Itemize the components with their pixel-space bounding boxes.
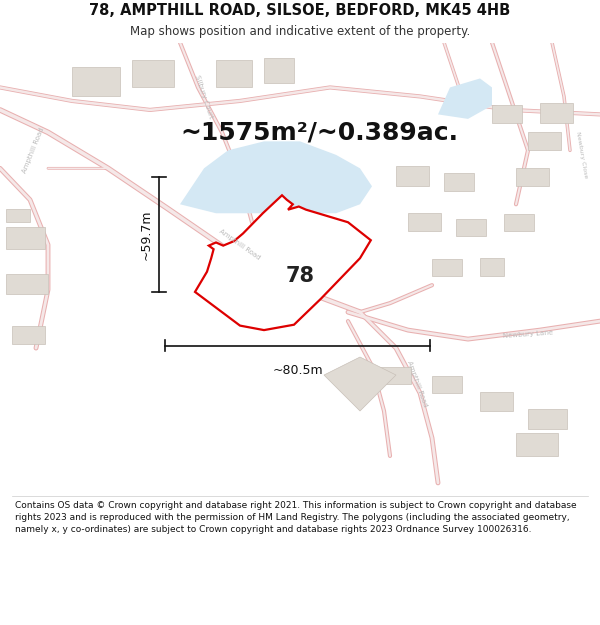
Text: 78: 78 (286, 266, 314, 286)
Text: Silbury Court: Silbury Court (194, 74, 214, 119)
Text: ~80.5m: ~80.5m (272, 364, 323, 377)
Bar (432, 259, 462, 276)
Text: Newbury Lane: Newbury Lane (503, 330, 553, 339)
Bar (528, 409, 567, 429)
Bar (408, 213, 441, 231)
Text: Contains OS data © Crown copyright and database right 2021. This information is : Contains OS data © Crown copyright and d… (15, 501, 577, 534)
Bar (264, 58, 294, 83)
Bar (432, 376, 462, 393)
Polygon shape (438, 79, 492, 119)
Bar (132, 61, 174, 88)
Bar (216, 61, 252, 88)
Bar (480, 392, 513, 411)
Text: ~1575m²/~0.389ac.: ~1575m²/~0.389ac. (180, 121, 458, 144)
Bar (480, 258, 504, 276)
Bar (456, 219, 486, 236)
Bar (540, 103, 573, 123)
Text: ~59.7m: ~59.7m (139, 209, 152, 260)
Bar (6, 274, 48, 294)
Bar (72, 68, 120, 96)
Bar (504, 214, 534, 231)
Text: Ampthill Road: Ampthill Road (21, 127, 45, 174)
Bar (6, 227, 45, 249)
Bar (492, 106, 522, 123)
Bar (516, 434, 558, 456)
Polygon shape (180, 141, 372, 213)
Polygon shape (324, 357, 396, 411)
Text: Ampthill Road: Ampthill Road (406, 360, 428, 408)
Text: Newbury Close: Newbury Close (575, 131, 589, 179)
Bar (12, 326, 45, 344)
Bar (396, 166, 429, 186)
Bar (444, 173, 474, 191)
Polygon shape (195, 195, 371, 330)
Bar (516, 168, 549, 186)
Bar (378, 367, 411, 384)
Text: 78, AMPTHILL ROAD, SILSOE, BEDFORD, MK45 4HB: 78, AMPTHILL ROAD, SILSOE, BEDFORD, MK45… (89, 3, 511, 18)
Text: Map shows position and indicative extent of the property.: Map shows position and indicative extent… (130, 26, 470, 38)
Text: Ampthill Road: Ampthill Road (218, 228, 262, 261)
Bar (528, 132, 561, 151)
Bar (6, 209, 30, 222)
